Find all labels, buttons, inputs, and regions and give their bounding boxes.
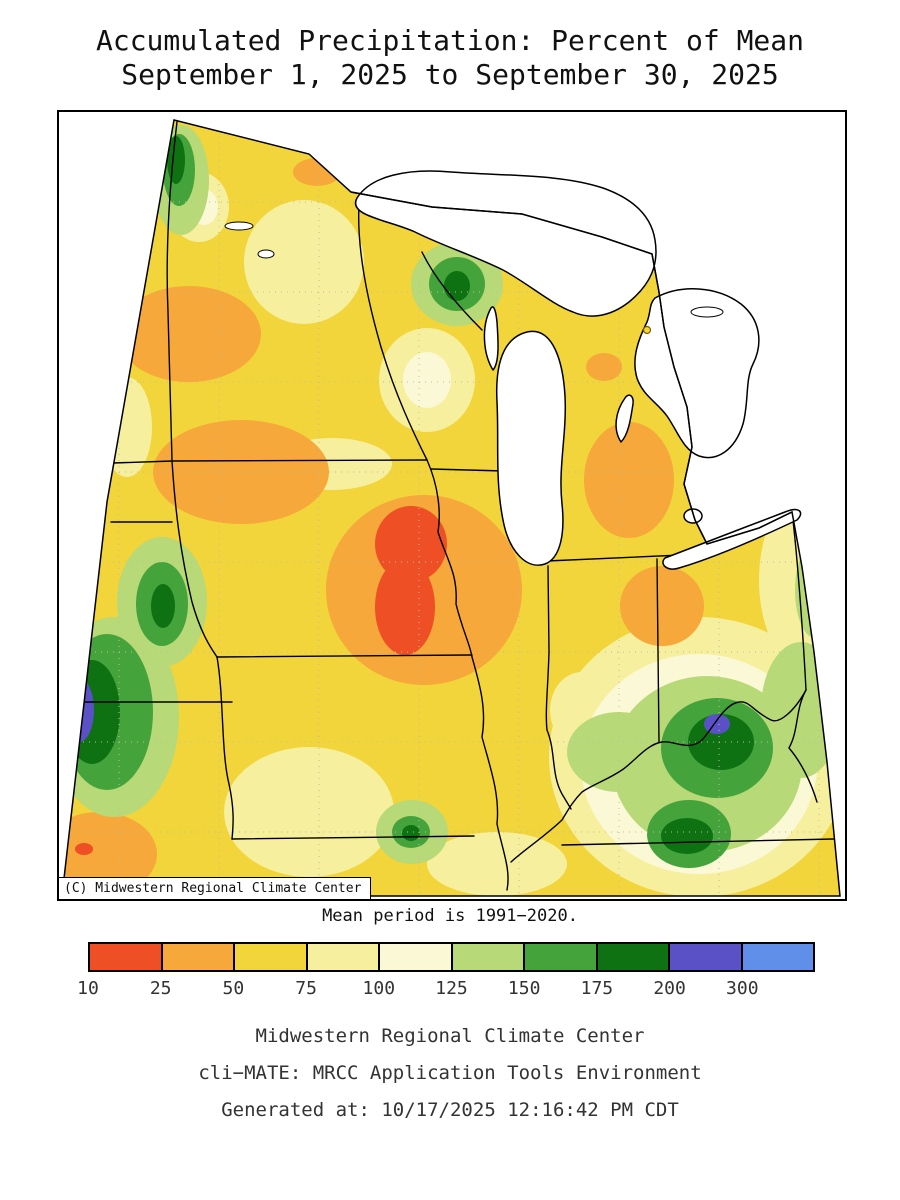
band-10-25	[75, 506, 447, 855]
precip-map-frame: (C) Midwestern Regional Climate Center	[57, 110, 847, 901]
map-title-line-1: Accumulated Precipitation: Percent of Me…	[95, 24, 804, 57]
legend-tick-label: 300	[726, 978, 759, 999]
legend-tick-label: 175	[580, 978, 614, 999]
legend-tick-label: 100	[362, 978, 396, 999]
legend-segment	[670, 944, 743, 970]
legend-segment	[235, 944, 308, 970]
legend-segment	[307, 944, 380, 970]
legend-tick-label: 75	[295, 978, 317, 999]
mackinac-marker	[642, 325, 652, 335]
band-25-50	[62, 158, 704, 896]
band-over-300	[64, 694, 80, 730]
legend: 10 25 50 75 100 125 150 175 200 300	[77, 942, 815, 1004]
legend-tick-label: 10	[77, 978, 99, 999]
state-borders	[68, 121, 835, 891]
legend-tick-label: 150	[507, 978, 541, 999]
legend-tick-label: 50	[222, 978, 245, 999]
lake-huron	[634, 288, 760, 459]
legend-segment	[452, 944, 525, 970]
legend-segment	[90, 944, 163, 970]
precip-map-svg	[61, 119, 841, 897]
legend-segment	[597, 944, 670, 970]
saginaw-bay	[615, 394, 634, 443]
green-bay	[483, 306, 499, 371]
footer-org-name: Midwestern Regional Climate Center	[255, 1025, 645, 1047]
inland-lakes	[224, 221, 275, 259]
legend-ticks: 10 25 50 75 100 125 150 175 200 300	[77, 978, 815, 1004]
legend-segment	[742, 944, 813, 970]
legend-tick-label: 25	[149, 978, 172, 999]
legend-segment	[525, 944, 598, 970]
mean-period-caption: Mean period is 1991−2020.	[322, 906, 578, 926]
legend-segment	[162, 944, 235, 970]
legend-segment	[380, 944, 453, 970]
legend-bar	[88, 942, 815, 972]
footer-block: Midwestern Regional Climate Center cli−M…	[0, 1018, 900, 1129]
footer-app-name: cli−MATE: MRCC Application Tools Environ…	[198, 1062, 702, 1084]
map-attribution: (C) Midwestern Regional Climate Center	[59, 877, 372, 899]
footer-generated-at: Generated at: 10/17/2025 12:16:42 PM CDT	[221, 1099, 679, 1121]
legend-tick-label: 125	[435, 978, 468, 999]
title-block: Accumulated Precipitation: Percent of Me…	[0, 24, 900, 92]
lake-michigan	[495, 330, 567, 566]
manitoulin-island	[690, 306, 724, 318]
map-title-line-2: September 1, 2025 to September 30, 2025	[121, 58, 779, 91]
legend-tick-label: 200	[653, 978, 686, 999]
